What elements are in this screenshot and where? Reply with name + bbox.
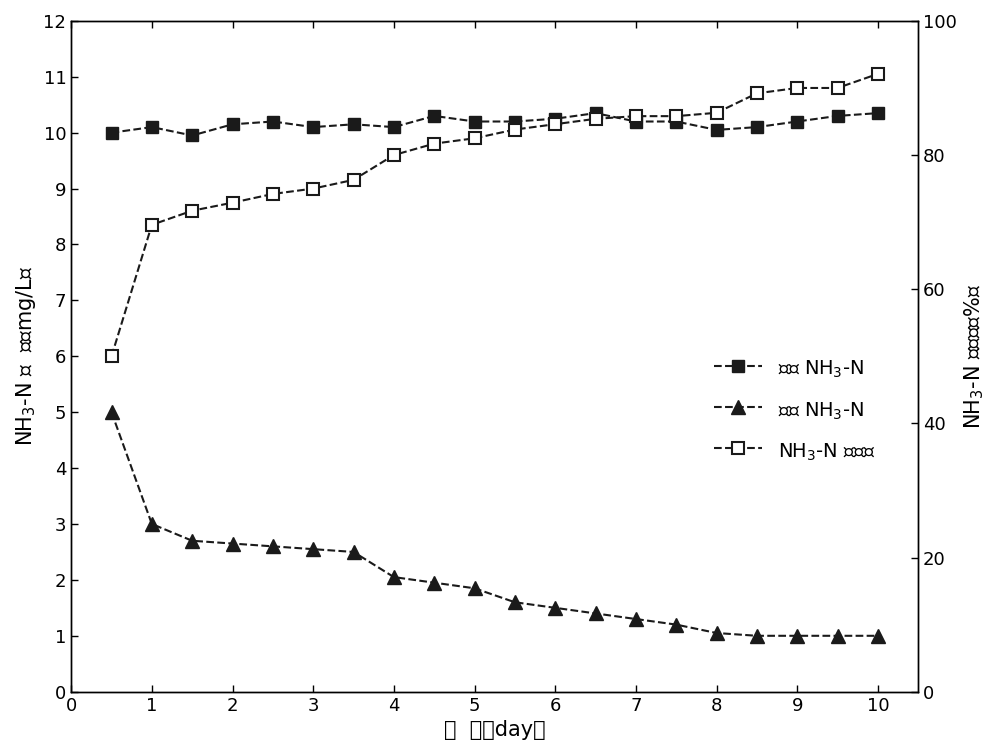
进水 NH$_3$-N — [711, 125, 723, 134]
X-axis label: 时  间（day）: 时 间（day） — [444, 720, 546, 740]
出水 NH$_3$-N — [307, 544, 319, 553]
NH$_3$-N 去除率 — [872, 69, 884, 78]
进水 NH$_3$-N — [549, 114, 561, 123]
出水 NH$_3$-N — [590, 609, 602, 618]
出水 NH$_3$-N — [872, 631, 884, 640]
NH$_3$-N 去除率 — [186, 206, 198, 215]
出水 NH$_3$-N — [186, 536, 198, 545]
进水 NH$_3$-N — [872, 109, 884, 118]
出水 NH$_3$-N — [509, 598, 521, 607]
进水 NH$_3$-N — [751, 123, 763, 132]
NH$_3$-N 去除率 — [106, 352, 118, 361]
NH$_3$-N 去除率 — [267, 189, 279, 198]
进水 NH$_3$-N — [106, 128, 118, 137]
NH$_3$-N 去除率 — [590, 115, 602, 124]
出水 NH$_3$-N — [832, 631, 844, 640]
出水 NH$_3$-N — [267, 542, 279, 551]
NH$_3$-N 去除率 — [751, 89, 763, 98]
出水 NH$_3$-N — [106, 408, 118, 417]
出水 NH$_3$-N — [549, 603, 561, 612]
进水 NH$_3$-N — [509, 117, 521, 126]
进水 NH$_3$-N — [186, 131, 198, 140]
出水 NH$_3$-N — [670, 620, 682, 629]
NH$_3$-N 去除率 — [630, 112, 642, 121]
进水 NH$_3$-N — [428, 112, 440, 121]
出水 NH$_3$-N — [630, 615, 642, 624]
进水 NH$_3$-N — [469, 117, 481, 126]
NH$_3$-N 去除率 — [711, 109, 723, 118]
NH$_3$-N 去除率 — [469, 133, 481, 143]
出水 NH$_3$-N — [348, 547, 360, 556]
出水 NH$_3$-N — [751, 631, 763, 640]
出水 NH$_3$-N — [711, 629, 723, 638]
出水 NH$_3$-N — [146, 520, 158, 529]
NH$_3$-N 去除率 — [227, 198, 239, 207]
进水 NH$_3$-N — [791, 117, 803, 126]
Line: NH$_3$-N 去除率: NH$_3$-N 去除率 — [106, 69, 883, 362]
NH$_3$-N 去除率 — [509, 125, 521, 134]
进水 NH$_3$-N — [590, 109, 602, 118]
NH$_3$-N 去除率 — [791, 84, 803, 93]
NH$_3$-N 去除率 — [670, 112, 682, 121]
出水 NH$_3$-N — [388, 572, 400, 581]
NH$_3$-N 去除率 — [549, 120, 561, 129]
出水 NH$_3$-N — [791, 631, 803, 640]
进水 NH$_3$-N — [388, 123, 400, 132]
进水 NH$_3$-N — [348, 120, 360, 129]
NH$_3$-N 去除率 — [146, 220, 158, 229]
Legend: 进水 NH$_3$-N, 出水 NH$_3$-N, NH$_3$-N 去除率: 进水 NH$_3$-N, 出水 NH$_3$-N, NH$_3$-N 去除率 — [706, 349, 883, 470]
出水 NH$_3$-N — [227, 539, 239, 548]
Line: 进水 NH$_3$-N: 进水 NH$_3$-N — [106, 108, 883, 141]
出水 NH$_3$-N — [469, 584, 481, 593]
NH$_3$-N 去除率 — [307, 184, 319, 193]
NH$_3$-N 去除率 — [348, 176, 360, 185]
进水 NH$_3$-N — [630, 117, 642, 126]
Y-axis label: NH$_3$-N 去除率（%）: NH$_3$-N 去除率（%） — [963, 284, 986, 429]
NH$_3$-N 去除率 — [428, 139, 440, 149]
Line: 出水 NH$_3$-N: 出水 NH$_3$-N — [105, 405, 885, 642]
Y-axis label: NH$_3$-N 浓  度（mg/L）: NH$_3$-N 浓 度（mg/L） — [14, 266, 38, 446]
NH$_3$-N 去除率 — [832, 84, 844, 93]
NH$_3$-N 去除率 — [388, 151, 400, 160]
进水 NH$_3$-N — [227, 120, 239, 129]
进水 NH$_3$-N — [307, 123, 319, 132]
出水 NH$_3$-N — [428, 578, 440, 587]
进水 NH$_3$-N — [146, 123, 158, 132]
进水 NH$_3$-N — [267, 117, 279, 126]
进水 NH$_3$-N — [832, 112, 844, 121]
进水 NH$_3$-N — [670, 117, 682, 126]
